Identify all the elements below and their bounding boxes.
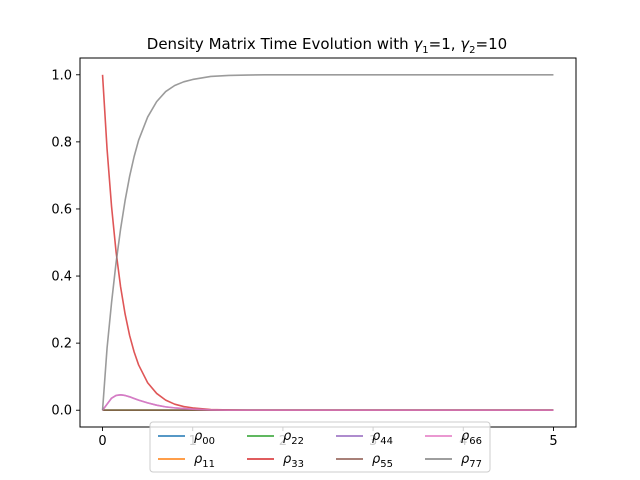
legend-label-11: ρ11	[194, 452, 215, 470]
legend-label-44: ρ44	[372, 429, 393, 447]
y-axis: 0.0 0.2 0.4 0.6 0.8 1.0	[51, 68, 80, 419]
y-tick-label: 0.0	[51, 404, 72, 419]
legend-label-22: ρ22	[283, 429, 304, 447]
y-tick-label: 1.0	[51, 68, 72, 83]
y-tick-label: 0.6	[51, 202, 72, 217]
chart-title: Density Matrix Time Evolution with γ1=1,…	[147, 35, 507, 56]
legend: ρ00 ρ11 ρ22 ρ33 ρ44 ρ55 ρ66 ρ77	[149, 421, 491, 473]
series-layer	[101, 73, 554, 412]
legend-label-77: ρ77	[461, 452, 482, 470]
x-tick-label: 5	[549, 434, 557, 449]
y-tick-label: 0.4	[51, 270, 72, 285]
legend-label-66: ρ66	[461, 429, 482, 447]
y-tick-label: 0.8	[51, 135, 72, 150]
series-line-77	[101, 73, 554, 411]
legend-label-33: ρ33	[283, 452, 304, 470]
legend-box	[149, 421, 491, 473]
legend-label-55: ρ55	[372, 452, 393, 470]
x-tick-label: 0	[98, 434, 106, 449]
series-line-66	[101, 393, 554, 412]
y-tick-label: 0.2	[51, 337, 72, 352]
legend-label-00: ρ00	[194, 429, 215, 447]
